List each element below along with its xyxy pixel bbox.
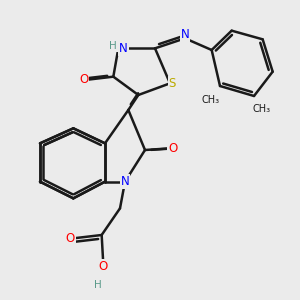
Text: N: N: [181, 28, 189, 41]
Text: H: H: [94, 280, 102, 290]
Text: O: O: [66, 232, 75, 245]
Text: S: S: [169, 77, 176, 90]
Text: O: O: [79, 74, 88, 86]
Text: O: O: [99, 260, 108, 273]
Text: CH₃: CH₃: [252, 103, 271, 114]
Text: N: N: [121, 175, 129, 188]
Text: O: O: [168, 142, 178, 155]
Text: N: N: [119, 42, 128, 55]
Text: CH₃: CH₃: [202, 94, 220, 104]
Text: H: H: [109, 41, 117, 51]
